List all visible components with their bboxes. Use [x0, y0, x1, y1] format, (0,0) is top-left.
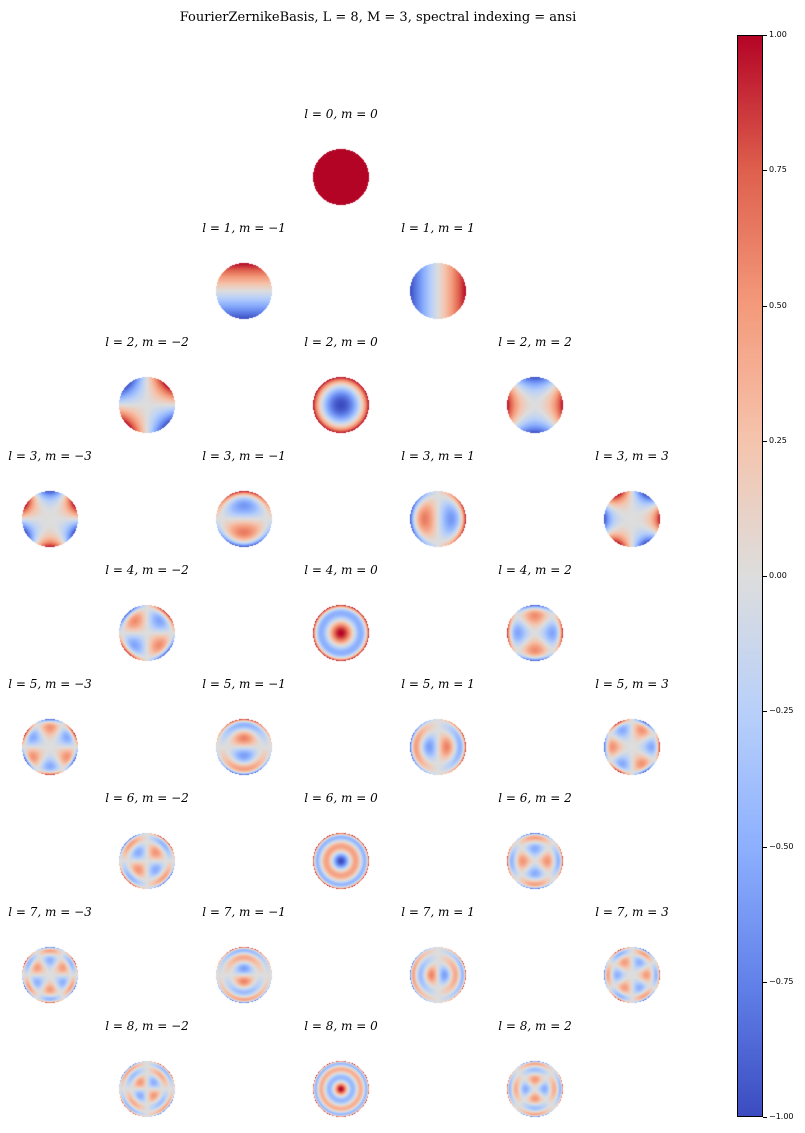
subplot-title: l = 8, m = 0 [304, 1019, 378, 1033]
colorbar-tick-label: 0.50 [769, 300, 787, 310]
zernike-mode-l5-m-3 [21, 718, 79, 776]
colorbar-tick-label: 0.00 [769, 571, 787, 580]
subplot-title: l = 3, m = 1 [401, 449, 475, 463]
subplot-title: l = 1, m = −1 [202, 221, 286, 235]
colorbar-tick-label: 0.25 [769, 435, 787, 445]
colorbar-tick [763, 981, 767, 983]
subplot-title: l = 1, m = 1 [401, 221, 475, 235]
colorbar-tick-label: −0.25 [769, 706, 794, 716]
subplot-title: l = 4, m = −2 [105, 563, 189, 577]
colorbar-tick-label: 0.75 [769, 165, 787, 175]
zernike-mode-l7-m-3 [21, 946, 79, 1004]
colorbar-tick [763, 305, 767, 307]
zernike-mode-l4-m0 [312, 604, 370, 662]
subplot-title: l = 5, m = 3 [595, 677, 669, 691]
zernike-mode-l7-m-1 [215, 946, 273, 1004]
zernike-mode-l3-m3 [603, 490, 661, 548]
colorbar-tick [763, 170, 767, 172]
zernike-mode-l1-m-1 [215, 262, 273, 320]
subplot-title: l = 6, m = 2 [498, 791, 572, 805]
zernike-mode-l6-m2 [506, 832, 564, 890]
subplot-title: l = 6, m = 0 [304, 791, 378, 805]
subplot-title: l = 7, m = −1 [202, 905, 286, 919]
colorbar [737, 35, 763, 1117]
colorbar-tick [763, 711, 767, 713]
subplot-title: l = 6, m = −2 [105, 791, 189, 805]
zernike-mode-l4-m-2 [118, 604, 176, 662]
colorbar-tick [763, 35, 767, 36]
colorbar-tick-label: −1.00 [769, 1112, 794, 1121]
subplot-title: l = 4, m = 2 [498, 563, 572, 577]
subplot-title: l = 8, m = 2 [498, 1019, 572, 1033]
zernike-mode-l5-m-1 [215, 718, 273, 776]
subplot-title: l = 7, m = 1 [401, 905, 475, 919]
subplot-title: l = 4, m = 0 [304, 563, 378, 577]
subplot-title: l = 5, m = −3 [8, 677, 92, 691]
colorbar-tick [763, 846, 767, 848]
zernike-mode-l3-m-1 [215, 490, 273, 548]
subplot-title: l = 2, m = −2 [105, 335, 189, 349]
figure-title: FourierZernikeBasis, L = 8, M = 3, spect… [179, 10, 577, 25]
subplot-title: l = 8, m = −2 [105, 1019, 189, 1033]
zernike-mode-l7-m1 [409, 946, 467, 1004]
zernike-mode-l8-m-2 [118, 1060, 176, 1118]
subplot-title: l = 0, m = 0 [304, 107, 378, 121]
zernike-mode-l2-m2 [506, 376, 564, 434]
colorbar-tick-label: −0.75 [769, 976, 794, 986]
zernike-mode-l8-m2 [506, 1060, 564, 1118]
zernike-mode-l4-m2 [506, 604, 564, 662]
zernike-mode-l0-m0 [312, 148, 370, 206]
subplot-title: l = 3, m = −3 [8, 449, 92, 463]
subplot-title: l = 5, m = 1 [401, 677, 475, 691]
zernike-mode-l6-m0 [312, 832, 370, 890]
zernike-mode-l2-m0 [312, 376, 370, 434]
subplot-title: l = 7, m = 3 [595, 905, 669, 919]
zernike-mode-l3-m1 [409, 490, 467, 548]
zernike-mode-l7-m3 [603, 946, 661, 1004]
zernike-mode-l5-m3 [603, 718, 661, 776]
zernike-mode-l1-m1 [409, 262, 467, 320]
subplot-title: l = 3, m = 3 [595, 449, 669, 463]
zernike-mode-l5-m1 [409, 718, 467, 776]
subplot-title: l = 5, m = −1 [202, 677, 286, 691]
zernike-mode-l6-m-2 [118, 832, 176, 890]
zernike-mode-l3-m-3 [21, 490, 79, 548]
colorbar-tick [763, 1117, 767, 1118]
zernike-mode-l2-m-2 [118, 376, 176, 434]
colorbar-tick [763, 576, 767, 577]
colorbar-tick-label: −0.50 [769, 841, 794, 851]
subplot-title: l = 3, m = −1 [202, 449, 286, 463]
zernike-mode-l8-m0 [312, 1060, 370, 1118]
subplot-title: l = 2, m = 0 [304, 335, 378, 349]
subplot-title: l = 7, m = −3 [8, 905, 92, 919]
colorbar-tick-label: 1.00 [769, 30, 787, 39]
colorbar-tick [763, 440, 767, 442]
subplot-title: l = 2, m = 2 [498, 335, 572, 349]
